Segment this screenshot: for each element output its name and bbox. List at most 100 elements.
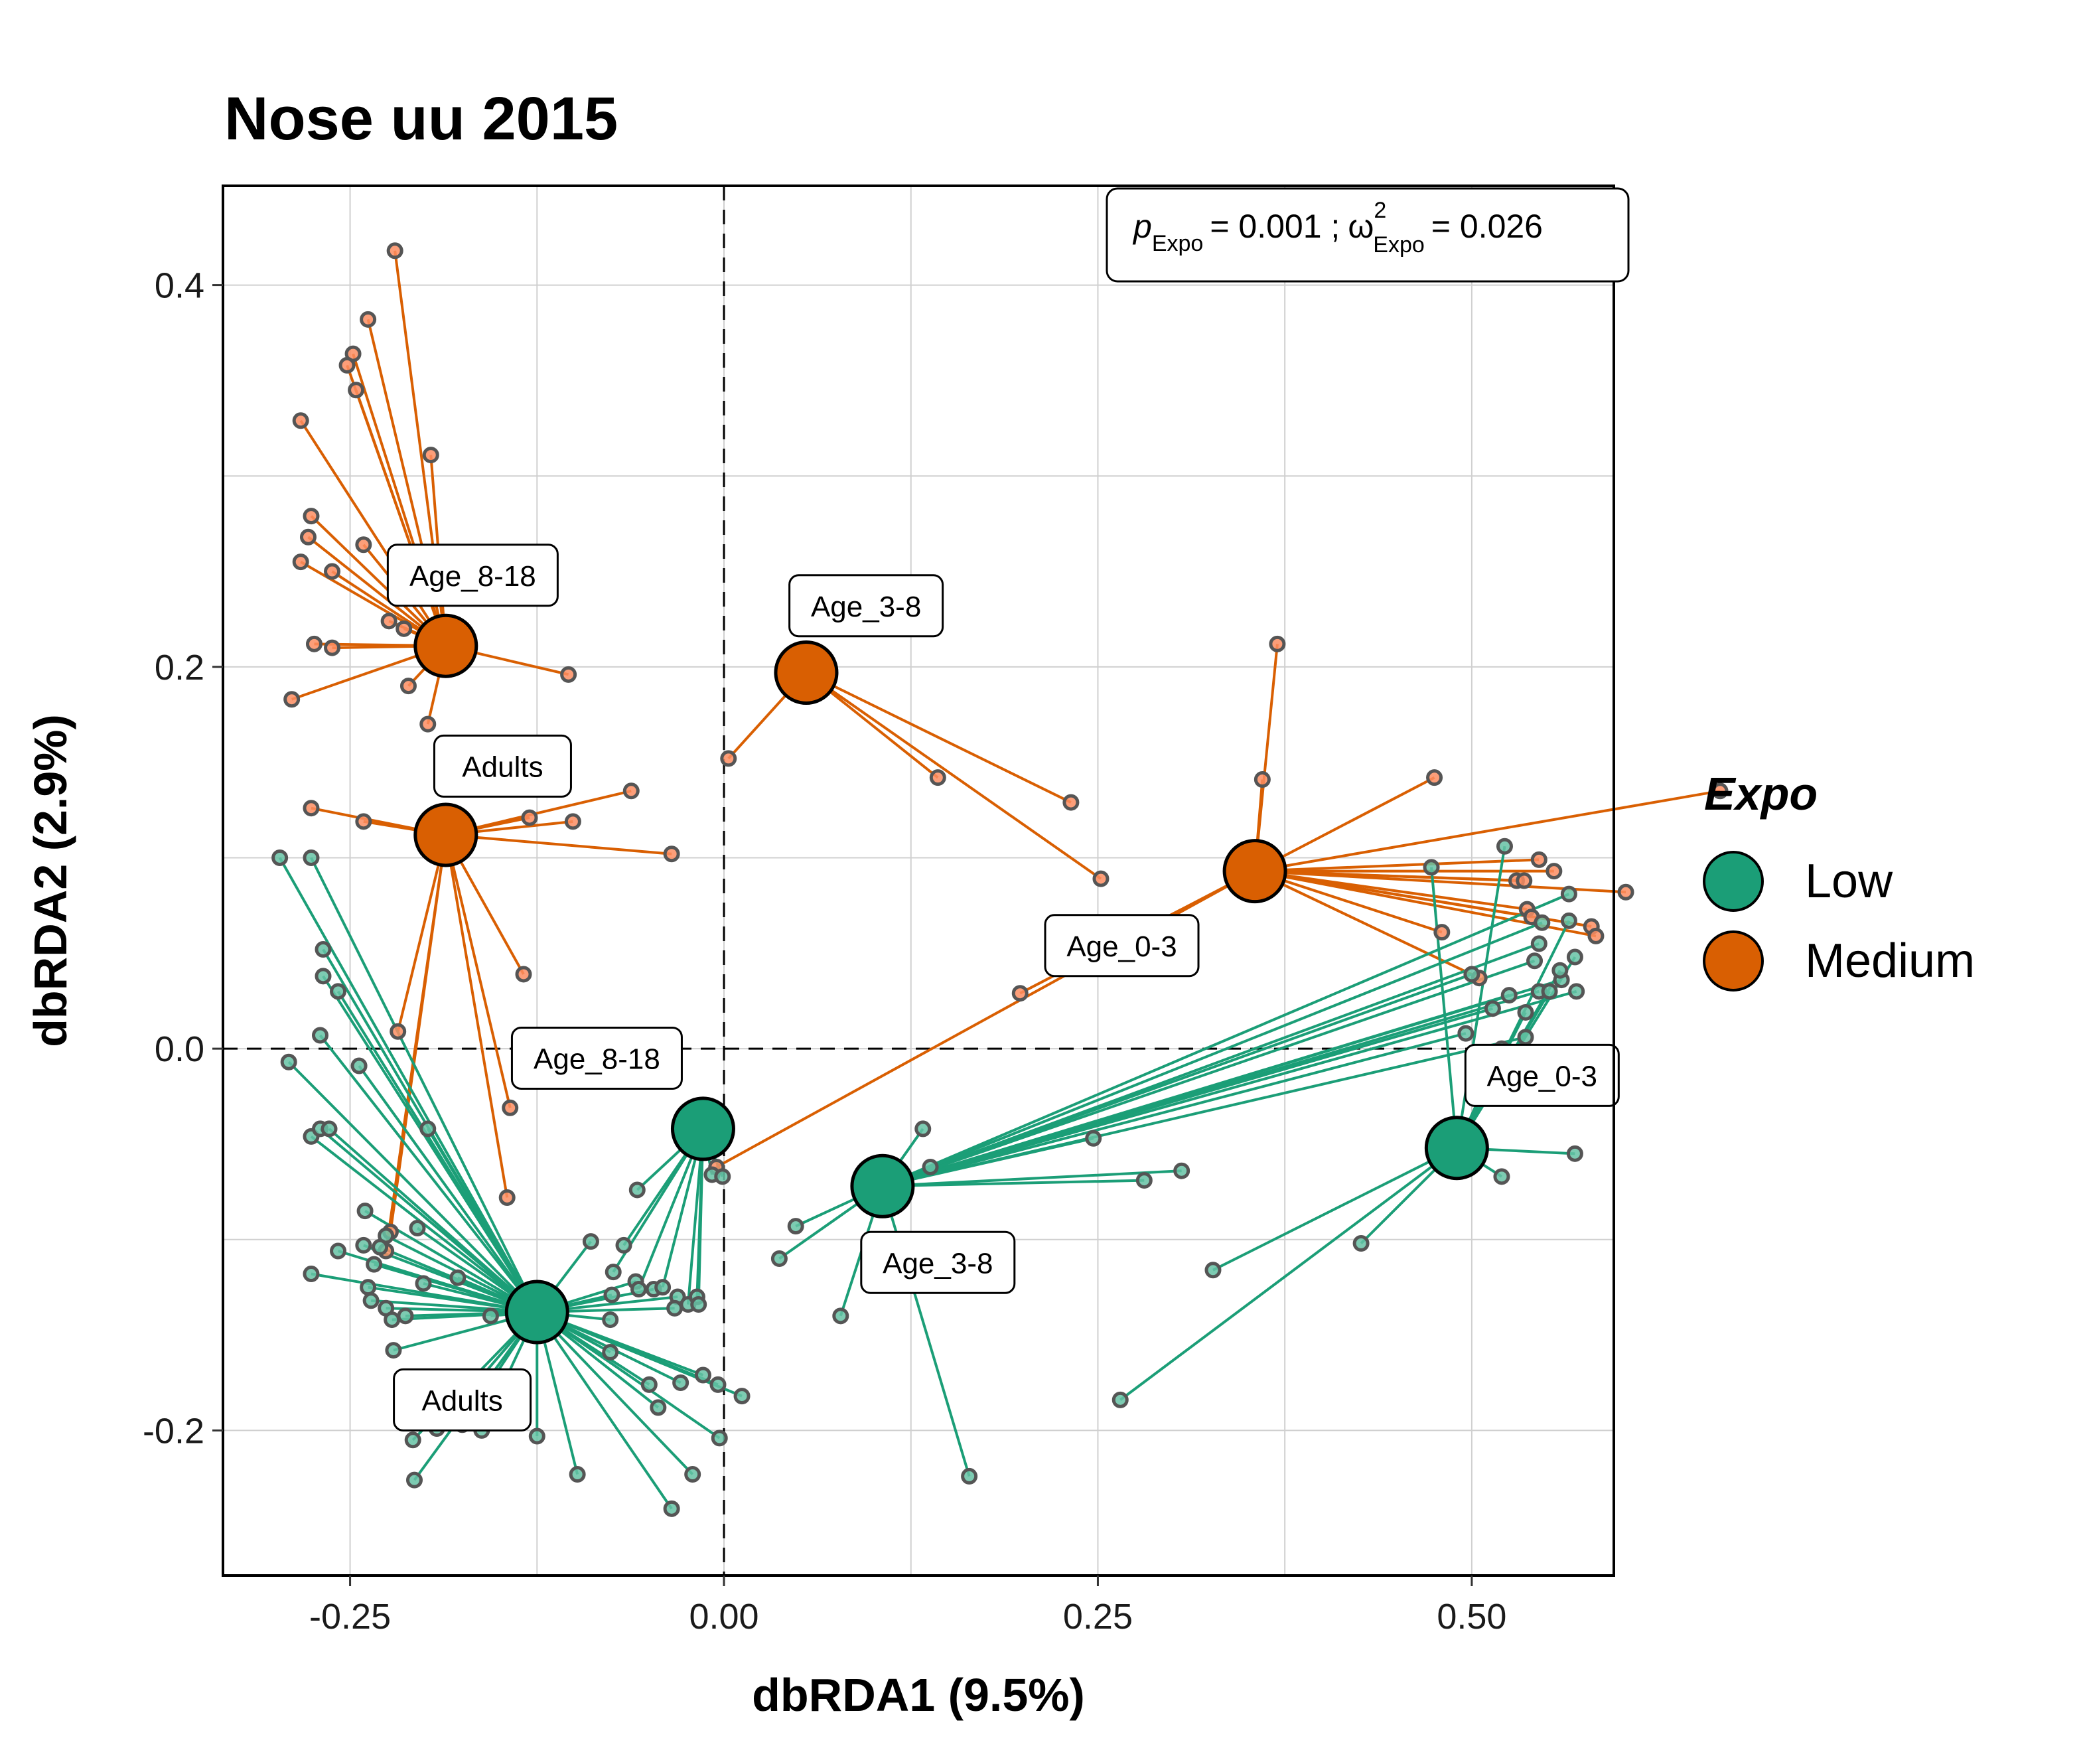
point-medium-age-3-8-0 xyxy=(720,750,737,767)
point-medium-age-8-18-15 xyxy=(324,639,341,656)
point-low-adults-0 xyxy=(271,849,289,866)
p-symbol: p xyxy=(1132,208,1152,245)
point-medium-age-0-3-6 xyxy=(1516,872,1533,889)
group-label-box-low-adults xyxy=(393,1368,532,1432)
segment-medium-adults-9 xyxy=(444,834,512,1108)
point-medium-age-8-18-12 xyxy=(380,613,397,630)
point-low-adults-2 xyxy=(280,1053,297,1070)
point-low-adults-15 xyxy=(330,1242,347,1260)
point-medium-adults-7 xyxy=(390,1023,407,1040)
point-low-adults-34 xyxy=(666,1299,683,1317)
p-subscript: Expo xyxy=(1152,231,1204,256)
point-low-adults-46 xyxy=(528,1428,545,1445)
centroid-medium-adults xyxy=(413,802,478,867)
point-low-adults-18 xyxy=(372,1238,389,1256)
segment-low-adults-0 xyxy=(278,857,539,1313)
point-medium-age-0-3-8 xyxy=(1617,883,1634,901)
y-tick-label-3: 0.4 xyxy=(155,266,204,306)
segment-low-age-0-3-1 xyxy=(1430,867,1459,1148)
segment-medium-age-0-3-4 xyxy=(1255,858,1540,873)
segment-low-adults-42 xyxy=(536,1311,721,1439)
legend-title: Expo xyxy=(1704,768,1818,820)
point-low-age-3-8-14 xyxy=(1560,885,1577,903)
point-low-age-0-3-1 xyxy=(1423,859,1440,876)
group-centroids xyxy=(413,613,1489,1345)
point-medium-age-8-18-10 xyxy=(292,553,309,571)
point-low-adults-20 xyxy=(360,1279,377,1296)
centroid-medium-age-8-18 xyxy=(413,613,478,678)
segment-medium-age-0-3-2 xyxy=(1254,776,1435,873)
point-medium-age-0-3-15 xyxy=(1011,985,1029,1002)
centroid-medium-age-3-8 xyxy=(774,640,839,705)
point-low-adults-4 xyxy=(315,968,332,985)
point-low-adults-44 xyxy=(663,1500,680,1517)
point-low-age-3-8-0 xyxy=(787,1218,804,1235)
segment-low-adults-44 xyxy=(536,1311,673,1510)
point-medium-adults-1 xyxy=(355,813,372,830)
group-labels: Age_8-18 Adults Age_3-8 Age_0-3 Adults Age_8-… xyxy=(386,544,1620,1432)
group-label-text-medium-age-0-3: Age_0-3 xyxy=(1066,930,1177,963)
legend-key-medium xyxy=(1703,930,1764,992)
point-low-age-3-8-9 xyxy=(1457,1025,1474,1042)
point-medium-age-0-3-12 xyxy=(1587,927,1605,944)
x-tick-label-1: 0.00 xyxy=(689,1597,758,1637)
point-low-age-0-3-9 xyxy=(1493,1168,1510,1185)
point-medium-age-0-3-1 xyxy=(1254,771,1271,788)
point-medium-adults-9 xyxy=(502,1099,519,1116)
centroid-low-age-8-18 xyxy=(670,1096,735,1161)
point-low-age-0-3-6 xyxy=(1517,1003,1534,1021)
point-medium-age-8-18-9 xyxy=(355,536,372,553)
segment-low-age-3-8-13 xyxy=(882,942,1540,1188)
point-medium-age-8-18-13 xyxy=(395,620,413,637)
point-low-age-8-18-2 xyxy=(605,1264,622,1281)
stats-annotation-text: pExpo = 0.001 ; ω2 Expo = 0.026 xyxy=(1132,198,1543,257)
point-low-age-8-18-1 xyxy=(615,1236,632,1254)
point-medium-age-8-18-3 xyxy=(338,356,356,374)
point-low-adults-35 xyxy=(602,1343,619,1360)
segment-low-age-0-3-11 xyxy=(1212,1146,1458,1272)
point-medium-age-8-18-7 xyxy=(303,508,320,525)
point-low-adults-13 xyxy=(355,1236,372,1254)
point-low-age-3-8-6 xyxy=(1135,1172,1153,1189)
group-label-text-low-age-0-3: Age_0-3 xyxy=(1487,1060,1597,1092)
chart-title: Nose uu 2015 xyxy=(224,85,618,153)
segment-medium-age-0-3-3 xyxy=(1254,789,1721,873)
point-medium-age-3-8-3 xyxy=(1092,870,1110,887)
x-axis-title: dbRDA1 (9.5%) xyxy=(752,1669,1085,1721)
segment-medium-adults-6 xyxy=(445,833,672,855)
point-low-age-3-8-11 xyxy=(1500,987,1518,1004)
segment-low-adults-41 xyxy=(536,1311,743,1398)
point-low-age-0-3-0 xyxy=(1496,838,1513,855)
group-label-box-medium-age-3-8 xyxy=(788,574,944,638)
segment-low-age-3-8-18 xyxy=(882,990,1540,1188)
point-medium-adults-8 xyxy=(515,966,532,983)
legend-item-low: Low xyxy=(1703,851,1893,912)
omega-superscript: 2 xyxy=(1374,198,1386,223)
point-low-adults-37 xyxy=(650,1399,667,1416)
point-low-age-0-3-11 xyxy=(1204,1262,1222,1279)
group-label-box-medium-age-8-18 xyxy=(386,544,559,607)
legend-item-medium: Medium xyxy=(1703,930,1975,992)
group-label-medium-age-0-3: Age_0-3 xyxy=(1044,914,1200,978)
omega-value: = 0.026 xyxy=(1431,208,1543,245)
segment-low-adults-7 xyxy=(358,1065,538,1313)
y-axis-title: dbRDA2 (2.9%) xyxy=(25,714,76,1047)
group-label-medium-age-3-8: Age_3-8 xyxy=(788,574,944,638)
segment-medium-age-8-18-6 xyxy=(299,419,447,647)
group-label-box-low-age-0-3 xyxy=(1464,1043,1620,1107)
point-medium-age-8-18-4 xyxy=(348,382,365,399)
group-label-box-medium-adults xyxy=(433,734,572,798)
omega-subscript: Expo xyxy=(1373,232,1425,257)
point-medium-age-8-18-0 xyxy=(386,242,403,259)
point-medium-age-0-3-0 xyxy=(1269,635,1286,652)
point-low-age-8-18-7 xyxy=(690,1296,707,1313)
point-low-age-3-8-4 xyxy=(922,1158,939,1175)
group-label-low-adults: Adults xyxy=(393,1368,532,1432)
point-low-adults-23 xyxy=(397,1307,414,1325)
p-value: = 0.001 ; xyxy=(1210,208,1340,245)
point-low-adults-27 xyxy=(482,1307,499,1325)
segment-low-age-3-8-19 xyxy=(882,990,1577,1188)
segment-low-age-0-3-12 xyxy=(1119,1147,1458,1401)
point-low-adults-22 xyxy=(362,1292,380,1309)
point-medium-age-3-8-2 xyxy=(1062,794,1080,811)
